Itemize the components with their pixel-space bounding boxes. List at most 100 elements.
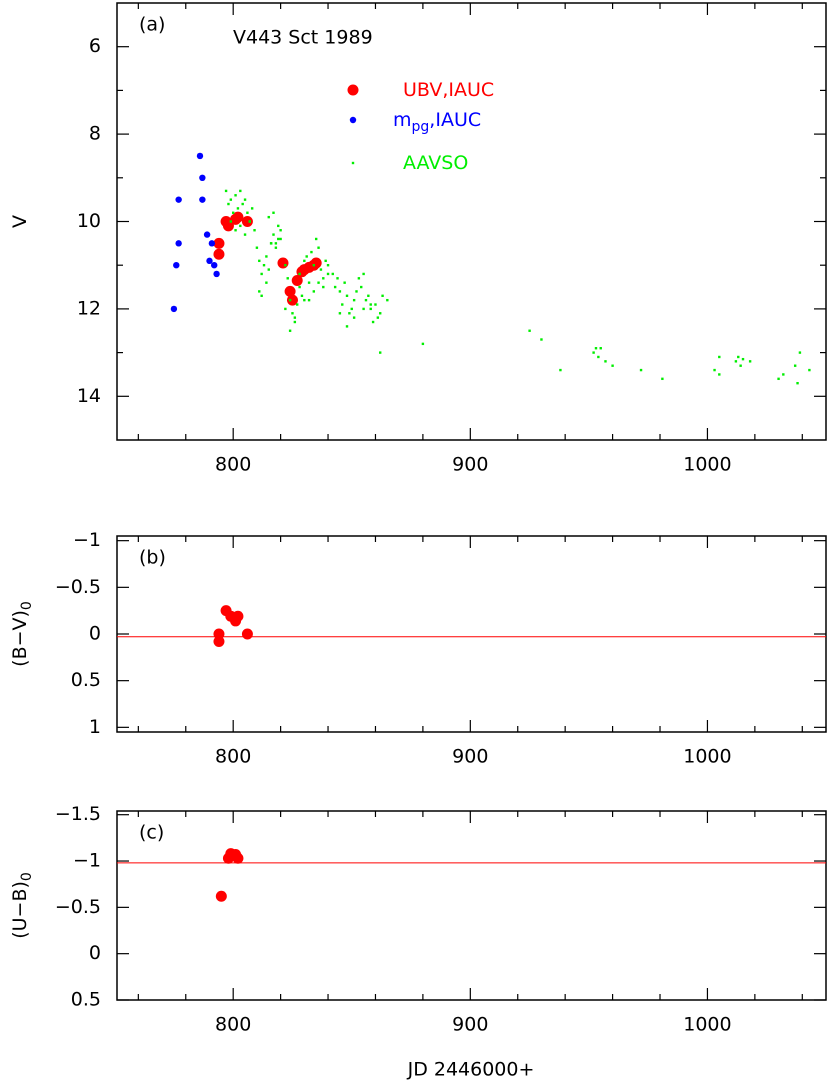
data-point	[611, 364, 614, 367]
x-tick-label: 900	[452, 746, 488, 768]
data-point	[213, 248, 225, 260]
data-point	[260, 294, 263, 297]
data-point	[777, 377, 780, 381]
data-point	[267, 215, 270, 219]
data-point	[239, 224, 242, 228]
data-point	[284, 307, 287, 311]
y-axis-label: V	[9, 215, 31, 228]
y-axis-label-main: (B−V)	[9, 610, 31, 667]
data-point	[272, 233, 275, 236]
x-tick-label: 1000	[683, 454, 731, 476]
data-point	[333, 285, 337, 289]
data-point	[246, 211, 249, 214]
data-point	[331, 272, 334, 276]
data-point	[298, 272, 301, 276]
y-tick-label: 0.5	[71, 989, 101, 1011]
data-point	[374, 303, 377, 306]
data-point	[258, 290, 261, 293]
data-point	[350, 307, 353, 311]
y-axis-label-main: V	[9, 215, 31, 228]
data-point	[279, 229, 282, 232]
data-point	[317, 246, 320, 249]
data-point	[559, 368, 562, 372]
data-point	[741, 357, 745, 361]
y-axis-label: (B−V)0	[9, 601, 36, 667]
data-point	[376, 316, 380, 319]
data-point	[265, 255, 268, 258]
legend-label: AAVSO	[403, 152, 468, 174]
data-point	[312, 264, 316, 267]
data-point	[748, 360, 752, 363]
data-point	[362, 272, 365, 276]
legend-label-sub: pg	[412, 119, 430, 135]
data-point	[231, 211, 235, 214]
legend-marker	[349, 116, 357, 124]
data-point	[307, 281, 311, 284]
data-point	[322, 285, 325, 289]
data-point	[352, 316, 356, 319]
data-point	[277, 224, 280, 228]
x-tick-label: 800	[215, 746, 251, 768]
data-point	[303, 259, 306, 263]
panel-label: (c)	[139, 822, 164, 844]
data-point	[381, 294, 384, 297]
data-point	[345, 325, 349, 328]
data-point	[338, 290, 342, 293]
y-axis-label: (U−B)0	[9, 872, 36, 939]
data-point	[291, 274, 303, 286]
data-point	[272, 211, 275, 214]
data-point	[288, 329, 292, 332]
data-point	[371, 320, 375, 324]
y-tick-label: 10	[77, 210, 101, 232]
x-tick-label: 800	[215, 1014, 251, 1036]
data-point	[173, 262, 180, 269]
data-point	[232, 211, 244, 223]
data-point	[258, 259, 261, 263]
data-point	[739, 364, 742, 367]
data-point	[232, 610, 244, 622]
data-point	[248, 220, 251, 223]
data-point	[175, 196, 182, 203]
y-axis-label-sub: 0	[19, 872, 35, 881]
data-point	[284, 264, 287, 267]
x-tick-label: 800	[215, 454, 251, 476]
data-point	[229, 220, 233, 223]
data-point	[213, 237, 225, 249]
data-point	[286, 294, 298, 306]
data-point	[367, 294, 370, 297]
data-point	[279, 237, 282, 241]
data-point	[265, 281, 268, 284]
data-point	[540, 338, 543, 341]
data-point	[229, 198, 233, 201]
data-point	[277, 257, 289, 269]
data-point	[239, 189, 242, 193]
y-tick-label: 8	[89, 123, 101, 145]
data-point	[324, 259, 327, 263]
data-point	[300, 294, 304, 297]
data-point	[243, 233, 247, 236]
data-point	[343, 281, 346, 284]
data-point	[379, 351, 382, 354]
x-tick-label: 900	[452, 1014, 488, 1036]
data-point	[269, 242, 273, 245]
data-point	[604, 360, 607, 363]
legend-label: UBV,IAUC	[403, 79, 494, 101]
data-point	[170, 305, 178, 313]
data-point	[782, 373, 785, 376]
legend-label-main: UBV,IAUC	[403, 79, 494, 101]
legend-label-rest: ,IAUC	[429, 109, 481, 131]
data-point	[232, 852, 244, 864]
data-point	[286, 277, 289, 280]
y-tick-label: −1	[73, 850, 101, 872]
data-point	[241, 628, 253, 640]
data-point	[253, 229, 256, 232]
data-point	[314, 237, 318, 241]
data-point	[274, 242, 278, 245]
data-point	[224, 189, 228, 193]
data-point	[260, 272, 263, 276]
data-point	[594, 347, 598, 350]
data-point	[599, 347, 602, 350]
data-point	[267, 268, 270, 271]
data-point	[215, 890, 227, 902]
